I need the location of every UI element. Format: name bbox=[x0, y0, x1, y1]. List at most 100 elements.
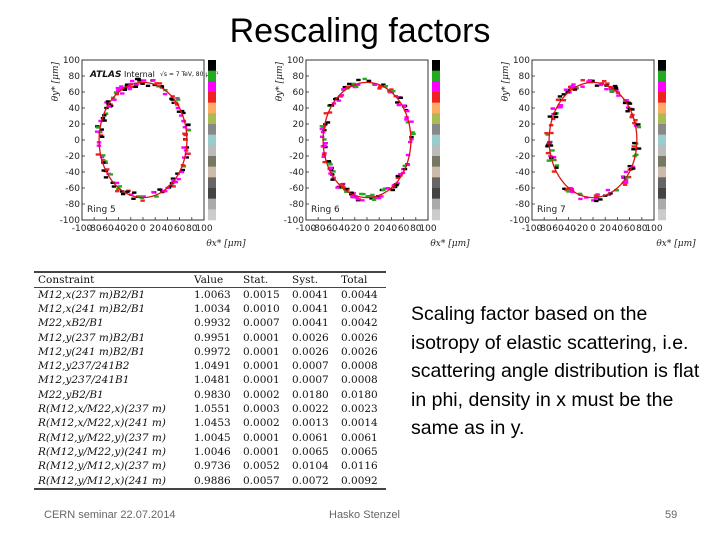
scatter-marker bbox=[598, 198, 603, 201]
scatter-marker bbox=[103, 176, 109, 179]
colour-bar-segment bbox=[208, 70, 216, 82]
y-tick-label: -40 bbox=[65, 168, 80, 178]
constraint-cell: M12,y237/241B2 bbox=[38, 360, 130, 373]
scatter-marker bbox=[151, 190, 156, 194]
ring-label: Ring 6 bbox=[311, 205, 340, 215]
y-tick-label: -60 bbox=[289, 184, 304, 194]
value-cell: 0.0104 bbox=[292, 460, 329, 473]
scatter-marker bbox=[157, 188, 162, 191]
scatter-marker bbox=[376, 196, 382, 200]
scatter-marker bbox=[105, 100, 111, 103]
x-tick-label: 20 bbox=[373, 224, 385, 234]
scatter-marker bbox=[402, 164, 407, 167]
scatter-marker bbox=[323, 123, 328, 126]
scatter-marker bbox=[629, 115, 634, 119]
value-cell: 0.0023 bbox=[341, 403, 378, 416]
scatter-marker bbox=[622, 183, 628, 186]
scatter-marker bbox=[183, 132, 188, 136]
scatter-marker bbox=[168, 184, 173, 188]
scatter-marker bbox=[565, 187, 570, 190]
value-cell: 0.0116 bbox=[341, 460, 378, 473]
scatter-marker bbox=[636, 147, 642, 150]
colour-bar-segment bbox=[208, 124, 216, 135]
value-cell: 0.0003 bbox=[243, 403, 280, 416]
scatter-marker bbox=[108, 173, 114, 176]
scatter-marker bbox=[154, 82, 159, 85]
y-tick-label: 100 bbox=[513, 56, 530, 66]
y-tick-label: -100 bbox=[284, 216, 305, 226]
scatter-marker bbox=[137, 195, 142, 198]
colour-bar-segment bbox=[658, 145, 666, 157]
x-tick-label: 60 bbox=[624, 224, 636, 234]
colour-bar-segment bbox=[432, 177, 440, 189]
y-tick-label: 20 bbox=[519, 120, 531, 130]
constraint-cell: M12,y237/241B1 bbox=[38, 374, 130, 387]
scatter-marker bbox=[179, 170, 185, 174]
value-cell: 0.0026 bbox=[292, 331, 329, 344]
constraint-cell: M12,x(237 m)B2/B1 bbox=[38, 288, 146, 301]
scatter-marker bbox=[181, 120, 187, 123]
scatter-marker bbox=[359, 192, 364, 196]
colour-bar-segment bbox=[208, 166, 216, 178]
y-tick-label: -20 bbox=[289, 152, 304, 162]
scatter-marker bbox=[404, 116, 409, 119]
scatter-marker bbox=[114, 181, 120, 185]
value-cell: 0.9830 bbox=[194, 388, 231, 401]
scatter-marker bbox=[133, 85, 138, 89]
scatter-marker bbox=[356, 78, 361, 82]
x-tick-label: -60 bbox=[323, 224, 338, 234]
colour-bar-segment bbox=[432, 102, 440, 114]
colour-bar-segment bbox=[208, 145, 216, 157]
scatter-marker bbox=[323, 145, 328, 149]
scatter-marker bbox=[568, 87, 574, 90]
scatter-marker bbox=[362, 77, 367, 81]
value-cell: 0.0001 bbox=[243, 431, 280, 444]
scatter-marker bbox=[631, 145, 636, 148]
scatter-marker bbox=[401, 104, 407, 107]
value-cell: 0.0008 bbox=[341, 360, 378, 373]
scatter-marker bbox=[134, 83, 139, 86]
energy-label: √s = 7 TeV, 80 μb⁻¹ bbox=[160, 71, 219, 78]
scatter-marker bbox=[328, 166, 334, 169]
scatter-marker bbox=[389, 88, 394, 91]
x-tick-label: 40 bbox=[386, 224, 398, 234]
x-tick-label: -100 bbox=[72, 224, 93, 234]
ring-label: Ring 5 bbox=[87, 205, 116, 215]
scatter-marker bbox=[593, 197, 599, 200]
y-tick-label: 0 bbox=[524, 136, 530, 146]
scatter-marker bbox=[606, 193, 612, 196]
fitted-circle bbox=[548, 81, 638, 199]
scatter-marker bbox=[580, 85, 585, 88]
y-tick-label: -20 bbox=[515, 152, 530, 162]
scatter-marker bbox=[99, 135, 105, 138]
y-tick-label: -80 bbox=[289, 200, 304, 210]
scatter-marker bbox=[176, 110, 182, 113]
scatter-marker bbox=[396, 103, 401, 107]
scatter-marker bbox=[122, 87, 127, 90]
y-tick-label: 100 bbox=[63, 56, 80, 66]
scatter-marker bbox=[623, 179, 629, 182]
scatter-marker bbox=[594, 84, 600, 87]
scatter-marker bbox=[604, 87, 609, 91]
scatter-marker bbox=[326, 160, 332, 163]
scatter-marker bbox=[401, 105, 407, 109]
scatter-marker bbox=[179, 114, 184, 117]
x-tick-label: -40 bbox=[335, 224, 350, 234]
scatter-marker bbox=[551, 170, 557, 173]
scatter-marker bbox=[398, 96, 403, 99]
scatter-marker bbox=[409, 120, 414, 123]
scatter-marker bbox=[100, 116, 106, 120]
y-tick-label: 80 bbox=[69, 72, 81, 82]
value-cell: 0.9932 bbox=[194, 317, 231, 330]
scatter-marker bbox=[346, 85, 351, 89]
scatter-marker bbox=[591, 199, 596, 202]
colour-bar-segment bbox=[208, 81, 216, 93]
scatter-marker bbox=[113, 91, 119, 94]
scatter-marker bbox=[594, 199, 599, 203]
value-cell: 0.0065 bbox=[292, 445, 329, 458]
x-tick-label: -20 bbox=[347, 224, 362, 234]
scatter-marker bbox=[633, 118, 638, 122]
scatter-marker bbox=[134, 77, 140, 81]
value-cell: 0.0057 bbox=[239, 473, 288, 491]
colour-bar-segment bbox=[208, 113, 216, 125]
